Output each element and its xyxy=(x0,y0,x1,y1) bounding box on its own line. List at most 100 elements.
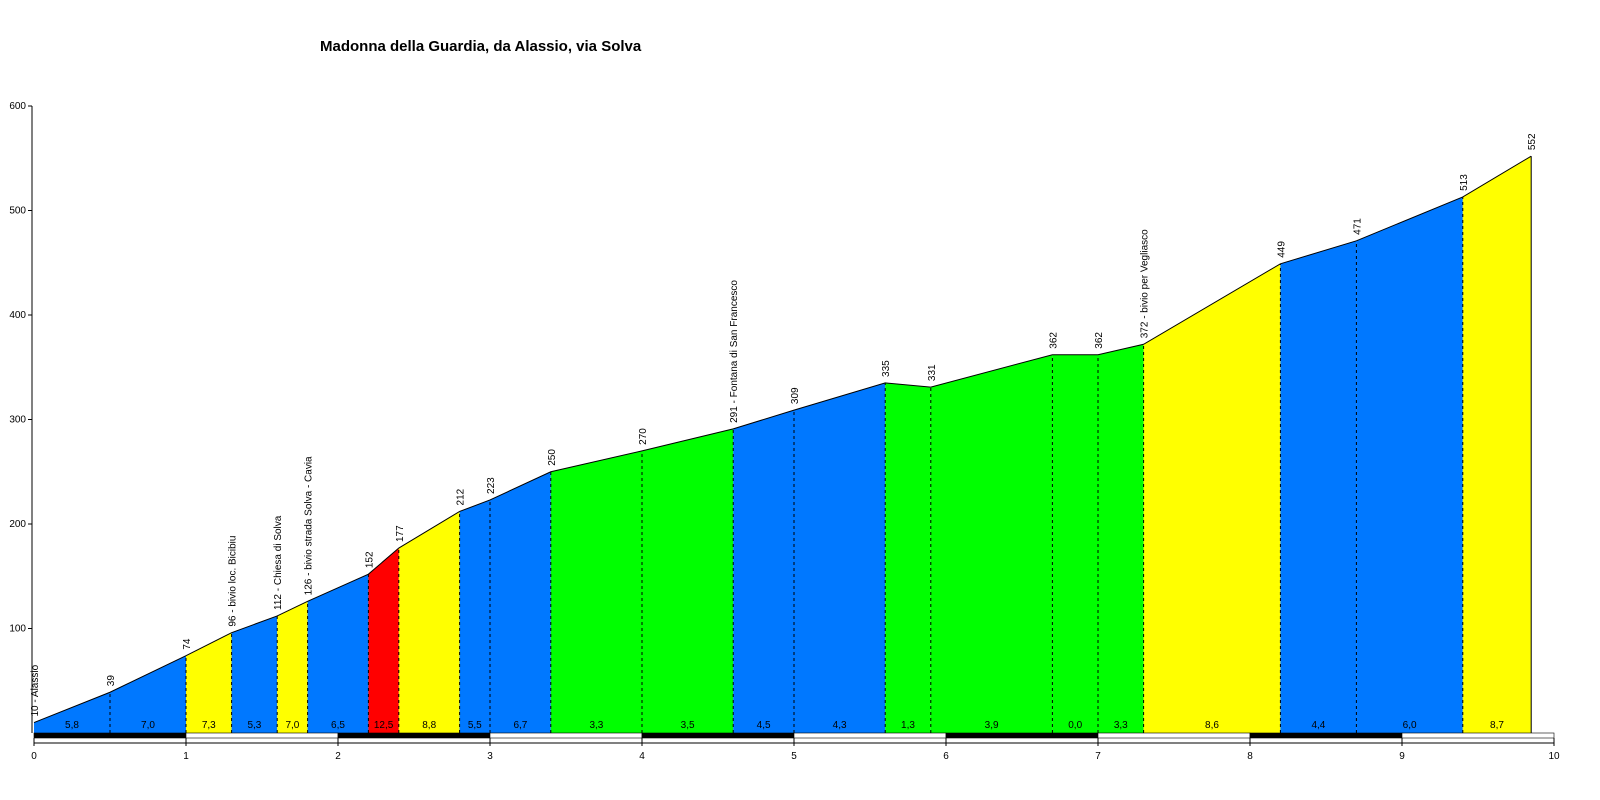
profile-segment-area xyxy=(490,471,551,733)
segment-gradient-label: 6,0 xyxy=(1403,720,1417,731)
x-tick-label: 9 xyxy=(1399,751,1405,762)
profile-segment-area xyxy=(1143,263,1281,733)
profile-segment-area xyxy=(34,692,110,733)
point-altitude-label: 309 xyxy=(790,387,801,404)
segment-separator-group xyxy=(109,156,1532,733)
km-scale-block xyxy=(185,732,339,739)
km-scale-block xyxy=(945,732,1099,739)
point-altitude-label: 331 xyxy=(927,364,938,381)
profile-segment-area xyxy=(642,428,734,733)
point-altitude-label: 250 xyxy=(547,449,558,466)
profile-segment-area xyxy=(1280,240,1357,733)
profile-outline xyxy=(33,155,1532,724)
point-altitude-label: 362 xyxy=(1094,332,1105,349)
y-tick-label: 500 xyxy=(9,206,26,217)
x-tick-label: 2 xyxy=(335,751,341,762)
profile-segment-area xyxy=(1356,196,1463,734)
y-tick-label: 600 xyxy=(9,101,26,112)
profile-segment-area xyxy=(1462,156,1532,733)
x-tick-label: 6 xyxy=(943,751,949,762)
segment-gradient-label: 8,8 xyxy=(422,720,436,731)
segment-gradient-label: 3,9 xyxy=(985,720,999,731)
segment-gradient-label: 5,5 xyxy=(468,720,482,731)
profile-segment-area xyxy=(1052,354,1098,733)
point-altitude-label: 291 - Fontana di San Francesco xyxy=(729,280,740,423)
x-tick-label: 10 xyxy=(1548,751,1560,762)
segment-gradient-label: 4,3 xyxy=(833,720,847,731)
segment-gradient-label: 3,3 xyxy=(589,720,603,731)
point-altitude-label: 513 xyxy=(1459,174,1470,191)
km-scale-block xyxy=(337,732,491,739)
profile-segment-area xyxy=(885,382,931,733)
gradient-label-group: 5,8 7,0 7,3 5,3 7,0 6,5 12,5 8,8 5,5 6,7 3,3 3,5 4,5… xyxy=(65,720,1504,731)
point-altitude-label: 471 xyxy=(1352,218,1363,235)
profile-segment-area xyxy=(231,615,278,733)
profile-segment-area xyxy=(277,601,308,733)
x-tick-label: 3 xyxy=(487,751,493,762)
segment-gradient-label: 8,7 xyxy=(1490,720,1504,731)
profile-segment-area xyxy=(186,632,232,733)
point-altitude-label: 126 - bivio strada Solva - Cavia xyxy=(304,456,315,595)
point-altitude-label: 39 xyxy=(106,675,117,687)
point-altitude-label: 335 xyxy=(881,360,892,377)
x-tick-label: 1 xyxy=(183,751,189,762)
segment-gradient-label: 8,6 xyxy=(1205,720,1219,731)
segment-gradient-label: 12,5 xyxy=(374,720,394,731)
y-tick-label: 400 xyxy=(9,310,26,321)
profile-segment-area xyxy=(733,410,794,733)
km-scale-block xyxy=(1249,732,1403,739)
segment-gradient-label: 7,0 xyxy=(285,720,299,731)
profile-segment-area xyxy=(1098,344,1144,733)
point-altitude-label: 152 xyxy=(364,551,375,568)
kilometer-scale-bar xyxy=(33,732,1555,739)
profile-segment-area xyxy=(550,450,642,733)
segment-gradient-label: 3,3 xyxy=(1114,720,1128,731)
segment-gradient-label: 5,8 xyxy=(65,720,79,731)
y-tick-label: 100 xyxy=(9,624,26,635)
segment-gradient-label: 4,4 xyxy=(1311,720,1325,731)
x-tick-label: 4 xyxy=(639,751,645,762)
x-tick-label: 5 xyxy=(791,751,797,762)
y-tick-label: 300 xyxy=(9,415,26,426)
point-altitude-label: 449 xyxy=(1276,241,1287,258)
km-scale-block xyxy=(1097,732,1251,739)
point-altitude-label: 270 xyxy=(638,428,649,445)
segment-gradient-label: 3,5 xyxy=(681,720,695,731)
y-tick-label: 200 xyxy=(9,519,26,530)
profile-segment-area xyxy=(459,499,490,733)
segment-gradient-label: 6,7 xyxy=(513,720,527,731)
point-altitude-label: 362 xyxy=(1048,332,1059,349)
x-tick-label: 0 xyxy=(31,751,37,762)
point-altitude-label: 223 xyxy=(486,477,497,494)
profile-segment-area xyxy=(794,382,886,733)
profile-segment-area xyxy=(307,574,369,733)
profile-segment-area xyxy=(368,548,399,733)
segment-gradient-label: 0,0 xyxy=(1068,720,1082,731)
km-scale-block xyxy=(641,732,795,739)
profile-segment-area xyxy=(110,655,186,733)
point-altitude-label: 552 xyxy=(1527,133,1538,150)
km-scale-block xyxy=(793,732,947,739)
segment-gradient-label: 4,5 xyxy=(757,720,771,731)
x-tick-label: 7 xyxy=(1095,751,1101,762)
x-tick-label: 8 xyxy=(1247,751,1253,762)
profile-area-group xyxy=(34,156,1532,734)
chart-title: Madonna della Guardia, da Alassio, via S… xyxy=(320,38,642,55)
segment-gradient-label: 6,5 xyxy=(331,720,345,731)
profile-segment-area xyxy=(930,354,1053,733)
point-altitude-label: 177 xyxy=(395,525,406,542)
segment-gradient-label: 7,0 xyxy=(141,720,155,731)
km-scale-block xyxy=(33,732,187,739)
segment-gradient-label: 7,3 xyxy=(202,720,216,731)
km-scale-block xyxy=(489,732,643,739)
point-altitude-label: 10 - Alassio xyxy=(30,664,41,716)
altitude-label-group: 10 - Alassio 39 74 96 - bivio loc. Bicibiu 1… xyxy=(30,133,1538,717)
axes-group: 100 200 300 400 500 600 0 1 2 3 4 5 6 7 8 9 10 xyxy=(9,101,1560,762)
profile-segment-area xyxy=(398,511,460,733)
point-altitude-label: 372 - bivio per Vegliasco xyxy=(1140,229,1151,338)
point-altitude-label: 96 - bivio loc. Bicibiu xyxy=(228,536,239,627)
point-altitude-label: 212 xyxy=(456,488,467,505)
segment-gradient-label: 1,3 xyxy=(901,720,915,731)
km-scale-block xyxy=(1401,732,1555,739)
